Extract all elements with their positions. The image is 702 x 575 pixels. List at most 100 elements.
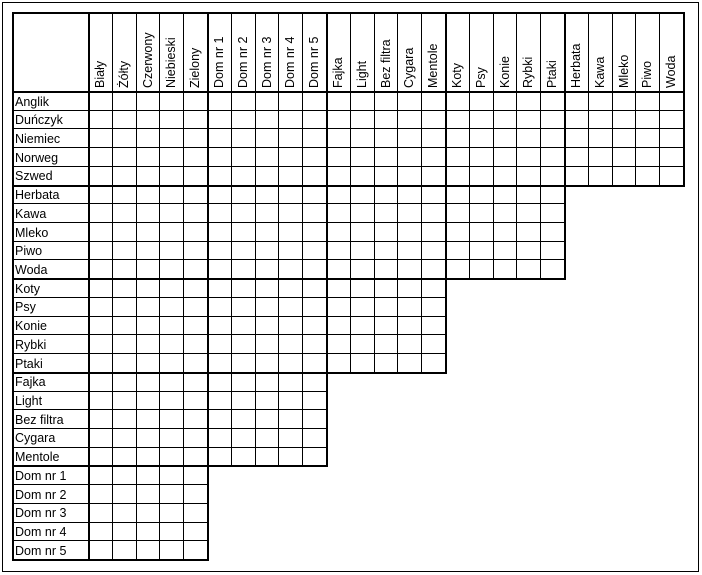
grid-cell[interactable] (565, 148, 589, 167)
grid-cell[interactable] (422, 335, 446, 355)
grid-cell[interactable] (398, 241, 423, 261)
grid-cell[interactable] (208, 148, 232, 167)
grid-cell[interactable] (255, 297, 280, 317)
grid-cell[interactable] (422, 223, 446, 242)
grid-cell[interactable] (303, 110, 327, 130)
grid-cell[interactable] (136, 297, 161, 317)
grid-cell[interactable] (112, 223, 137, 242)
grid-cell[interactable] (517, 223, 542, 242)
grid-cell[interactable] (184, 410, 208, 429)
grid-cell[interactable] (279, 297, 304, 317)
grid-cell[interactable] (327, 260, 351, 280)
grid-cell[interactable] (446, 148, 470, 167)
grid-cell[interactable] (327, 279, 351, 298)
grid-cell[interactable] (231, 241, 256, 261)
grid-cell[interactable] (350, 297, 375, 317)
grid-cell[interactable] (279, 129, 304, 149)
grid-cell[interactable] (422, 185, 446, 205)
grid-cell[interactable] (469, 204, 494, 224)
grid-cell[interactable] (350, 166, 375, 186)
grid-cell[interactable] (112, 391, 137, 411)
grid-cell[interactable] (398, 297, 423, 317)
grid-cell[interactable] (303, 166, 327, 186)
grid-cell[interactable] (279, 260, 304, 280)
grid-cell[interactable] (469, 185, 494, 205)
grid-cell[interactable] (493, 148, 518, 167)
grid-cell[interactable] (422, 241, 446, 261)
grid-cell[interactable] (231, 166, 256, 186)
grid-cell[interactable] (184, 335, 208, 355)
grid-cell[interactable] (660, 110, 684, 130)
grid-cell[interactable] (89, 410, 113, 429)
grid-cell[interactable] (136, 466, 161, 486)
grid-cell[interactable] (612, 92, 637, 111)
grid-cell[interactable] (374, 279, 399, 298)
grid-cell[interactable] (374, 129, 399, 149)
grid-cell[interactable] (184, 241, 208, 261)
grid-cell[interactable] (255, 410, 280, 429)
grid-cell[interactable] (208, 241, 232, 261)
grid-cell[interactable] (374, 297, 399, 317)
grid-cell[interactable] (184, 316, 208, 336)
grid-cell[interactable] (184, 92, 208, 111)
grid-cell[interactable] (112, 241, 137, 261)
grid-cell[interactable] (636, 148, 661, 167)
grid-cell[interactable] (112, 354, 137, 373)
grid-cell[interactable] (160, 335, 185, 355)
grid-cell[interactable] (517, 148, 542, 167)
grid-cell[interactable] (89, 466, 113, 486)
grid-cell[interactable] (184, 372, 208, 392)
grid-cell[interactable] (541, 110, 565, 130)
grid-cell[interactable] (89, 335, 113, 355)
grid-cell[interactable] (422, 92, 446, 111)
grid-cell[interactable] (136, 279, 161, 298)
grid-cell[interactable] (136, 110, 161, 130)
grid-cell[interactable] (208, 354, 232, 373)
grid-cell[interactable] (208, 316, 232, 336)
grid-cell[interactable] (112, 260, 137, 280)
grid-cell[interactable] (255, 447, 280, 467)
grid-cell[interactable] (89, 485, 113, 504)
grid-cell[interactable] (327, 92, 351, 111)
grid-cell[interactable] (303, 260, 327, 280)
grid-cell[interactable] (89, 92, 113, 111)
grid-cell[interactable] (112, 428, 137, 448)
grid-cell[interactable] (89, 428, 113, 448)
grid-cell[interactable] (660, 129, 684, 149)
grid-cell[interactable] (89, 241, 113, 261)
grid-cell[interactable] (303, 241, 327, 261)
grid-cell[interactable] (469, 148, 494, 167)
grid-cell[interactable] (160, 428, 185, 448)
grid-cell[interactable] (303, 204, 327, 224)
grid-cell[interactable] (327, 316, 351, 336)
grid-cell[interactable] (208, 92, 232, 111)
grid-cell[interactable] (255, 279, 280, 298)
grid-cell[interactable] (303, 129, 327, 149)
grid-cell[interactable] (160, 166, 185, 186)
grid-cell[interactable] (89, 204, 113, 224)
grid-cell[interactable] (255, 166, 280, 186)
grid-cell[interactable] (327, 110, 351, 130)
grid-cell[interactable] (160, 148, 185, 167)
grid-cell[interactable] (112, 372, 137, 392)
grid-cell[interactable] (350, 316, 375, 336)
grid-cell[interactable] (112, 92, 137, 111)
grid-cell[interactable] (541, 148, 565, 167)
grid-cell[interactable] (398, 92, 423, 111)
grid-cell[interactable] (112, 129, 137, 149)
grid-cell[interactable] (541, 204, 565, 224)
grid-cell[interactable] (255, 148, 280, 167)
grid-cell[interactable] (279, 223, 304, 242)
grid-cell[interactable] (327, 204, 351, 224)
grid-cell[interactable] (208, 279, 232, 298)
grid-cell[interactable] (350, 223, 375, 242)
grid-cell[interactable] (136, 260, 161, 280)
grid-cell[interactable] (136, 503, 161, 523)
grid-cell[interactable] (255, 354, 280, 373)
grid-cell[interactable] (279, 166, 304, 186)
grid-cell[interactable] (160, 279, 185, 298)
grid-cell[interactable] (303, 297, 327, 317)
grid-cell[interactable] (612, 110, 637, 130)
grid-cell[interactable] (327, 335, 351, 355)
grid-cell[interactable] (112, 466, 137, 486)
